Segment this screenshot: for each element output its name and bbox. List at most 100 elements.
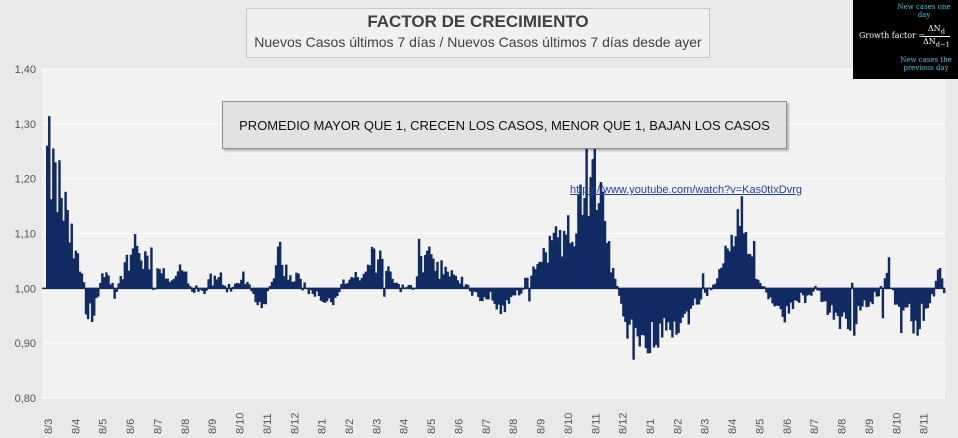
bar <box>550 240 554 289</box>
bar <box>861 288 864 307</box>
x-tick-label: 8/9 <box>864 419 876 434</box>
bar <box>174 275 178 289</box>
bar <box>144 251 147 289</box>
bar <box>317 288 321 297</box>
bar <box>399 288 402 293</box>
bar <box>667 288 670 323</box>
youtube-link[interactable]: https://www.youtube.com/watch?v=Kas0tIxD… <box>570 184 803 196</box>
bar <box>571 241 574 289</box>
bar <box>828 288 831 313</box>
bar <box>605 243 609 289</box>
bar <box>52 148 55 289</box>
bar <box>777 288 780 306</box>
bar <box>156 268 159 289</box>
bar <box>744 231 748 289</box>
x-tick-label: 8/10 <box>563 413 575 434</box>
bar <box>859 288 862 311</box>
bar <box>285 264 288 289</box>
bar <box>327 288 331 299</box>
bar <box>769 288 772 298</box>
bar <box>426 250 429 289</box>
bar <box>135 245 139 289</box>
x-tick-label: 8/5 <box>426 419 438 434</box>
bar <box>307 288 310 295</box>
bar <box>483 288 486 298</box>
bar <box>236 282 239 289</box>
bar <box>137 253 141 289</box>
bar <box>481 288 484 302</box>
bar <box>258 288 261 303</box>
bar <box>338 288 341 293</box>
bar <box>217 277 221 289</box>
bar <box>734 236 737 289</box>
bar <box>497 288 500 305</box>
bar <box>407 284 411 289</box>
bar <box>517 288 521 296</box>
bar <box>125 254 129 289</box>
bar <box>48 116 51 289</box>
bar <box>618 288 621 296</box>
x-tick-label: 8/10 <box>235 413 247 434</box>
bar <box>648 288 652 354</box>
bar <box>105 272 108 289</box>
bar <box>920 288 923 304</box>
y-tick-label: 1,20 <box>15 174 36 186</box>
bar <box>750 256 754 289</box>
chart-title: FACTOR DE CRECIMIENTO <box>367 12 589 31</box>
bar <box>297 273 300 289</box>
bar <box>705 288 709 297</box>
bar <box>791 288 795 310</box>
bar <box>223 285 227 289</box>
bar <box>323 288 327 303</box>
bar <box>209 273 212 289</box>
bar <box>311 288 315 294</box>
bar <box>530 275 533 289</box>
bar <box>601 191 605 289</box>
bar <box>244 284 247 289</box>
bar <box>912 288 915 334</box>
annotation-text: PROMEDIO MAYOR QUE 1, CRECEN LOS CASOS, … <box>239 117 770 133</box>
bar <box>818 288 821 291</box>
bar <box>836 288 840 317</box>
bar <box>293 281 296 289</box>
bar <box>397 284 400 289</box>
x-tick-label: 8/12 <box>289 413 301 434</box>
bar <box>589 177 592 289</box>
bar <box>759 282 762 289</box>
bar <box>838 288 842 329</box>
bar <box>691 288 695 306</box>
bar <box>767 288 770 300</box>
bar <box>675 288 678 335</box>
bar <box>491 288 494 301</box>
bar <box>477 288 480 297</box>
bar <box>276 246 280 289</box>
bar <box>654 288 658 345</box>
bar <box>585 135 588 289</box>
bar <box>564 234 568 289</box>
bar <box>417 238 421 289</box>
bar <box>454 275 458 289</box>
bar <box>334 288 337 298</box>
bar <box>295 272 298 289</box>
bar <box>90 288 94 323</box>
bar <box>499 288 503 315</box>
bar <box>119 276 122 289</box>
x-tick-label: 8/4 <box>727 419 739 434</box>
x-tick-label: 8/6 <box>453 419 465 434</box>
bar <box>581 214 584 289</box>
bar <box>274 265 278 289</box>
bar <box>795 288 799 302</box>
bar <box>342 279 345 289</box>
bar <box>611 267 615 289</box>
bar <box>895 288 899 305</box>
bar <box>673 288 676 322</box>
bar <box>689 288 693 309</box>
bar <box>520 288 523 294</box>
bar <box>583 198 586 289</box>
bar <box>101 273 104 289</box>
bar <box>871 288 874 305</box>
bar <box>452 274 456 289</box>
bar <box>875 288 878 297</box>
bar <box>162 268 165 289</box>
bar <box>544 252 547 289</box>
